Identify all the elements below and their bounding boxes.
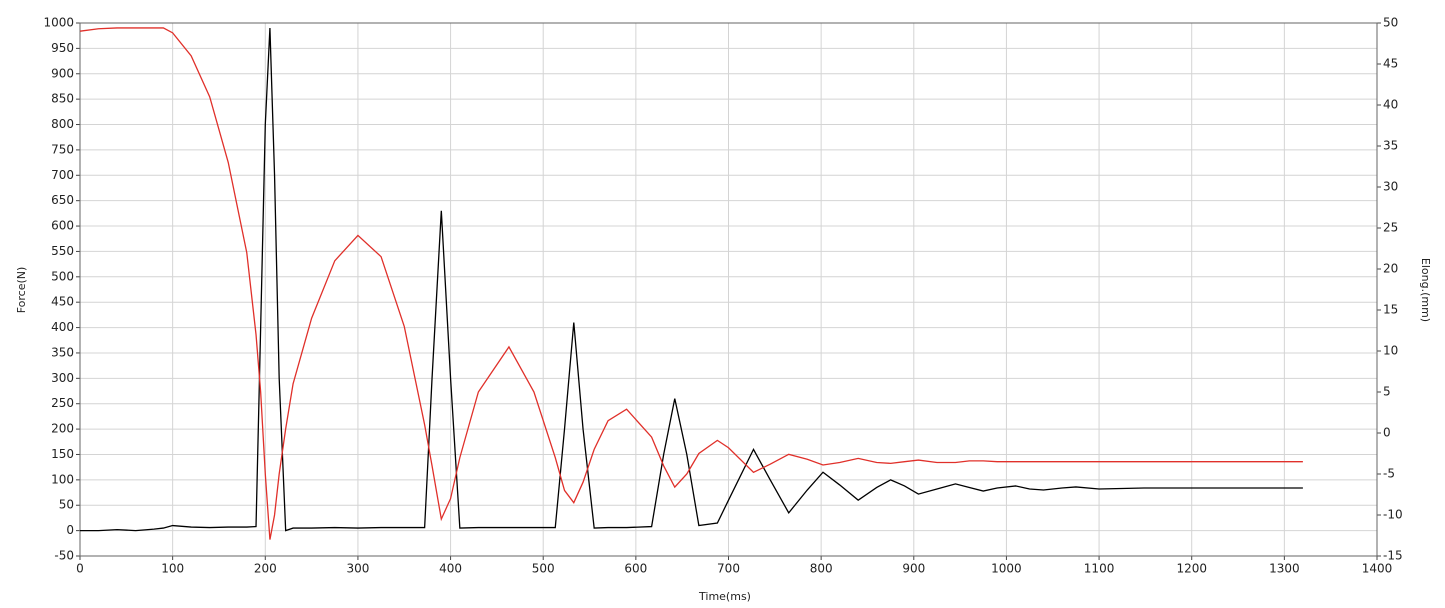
x-tick-label: 200 (254, 562, 277, 576)
x-tick-label: 1300 (1269, 562, 1300, 576)
y-tick-label: 50 (59, 498, 74, 512)
y2-tick-label: 50 (1383, 16, 1398, 30)
plot-frame (79, 22, 1378, 557)
y2-tick-label: 40 (1383, 98, 1398, 112)
y2-tick-label: 45 (1383, 57, 1398, 71)
y2-tick-label: 25 (1383, 221, 1398, 235)
x-tick-label: 900 (902, 562, 925, 576)
y2-tick-label: -15 (1383, 549, 1403, 563)
y-tick-label: 450 (51, 295, 74, 309)
y-tick-label: 550 (51, 244, 74, 258)
y-tick-label: 950 (51, 41, 74, 55)
y-tick-label: 400 (51, 320, 74, 334)
y-tick-label: 500 (51, 269, 74, 283)
y-axis-title: Force(N) (15, 267, 28, 314)
y-tick-label: 650 (51, 193, 74, 207)
y-tick-label: 0 (66, 523, 74, 537)
y-tick-label: 750 (51, 142, 74, 156)
x-tick-label: 1400 (1362, 562, 1393, 576)
x-axis-title: Time(ms) (698, 590, 751, 603)
y-tick-label: 200 (51, 422, 74, 436)
data-line (80, 28, 1303, 532)
x-tick-label: 300 (346, 562, 369, 576)
x-tick-label: 100 (161, 562, 184, 576)
y-tick-label: 300 (51, 371, 74, 385)
y2-tick-label: 35 (1383, 139, 1398, 153)
x-tick-label: 0 (76, 562, 84, 576)
y-tick-label: -50 (54, 549, 74, 563)
x-tick-label: 1200 (1176, 562, 1207, 576)
y-tick-label: 350 (51, 345, 74, 359)
y-tick-label: 100 (51, 472, 74, 486)
y-tick-label: 1000 (43, 16, 74, 30)
x-tick-label: 400 (439, 562, 462, 576)
y-tick-label: 900 (51, 66, 74, 80)
y2-tick-label: 5 (1383, 385, 1391, 399)
data-line (79, 27, 1303, 540)
y2-tick-label: -10 (1383, 508, 1403, 522)
y2-tick-label: 0 (1383, 426, 1391, 440)
y2-tick-label: 15 (1383, 303, 1398, 317)
y2-tick-label: -5 (1383, 467, 1395, 481)
y2-tick-label: 30 (1383, 180, 1398, 194)
x-tick-label: 800 (810, 562, 833, 576)
y2-tick-label: 10 (1383, 344, 1398, 358)
y2-tick-label: 20 (1383, 262, 1398, 276)
y-tick-label: 850 (51, 92, 74, 106)
y-tick-label: 250 (51, 396, 74, 410)
y-tick-label: 700 (51, 168, 74, 182)
y-tick-label: 150 (51, 447, 74, 461)
x-tick-label: 500 (532, 562, 555, 576)
x-tick-label: 1100 (1084, 562, 1115, 576)
x-tick-label: 1000 (991, 562, 1022, 576)
x-tick-label: 600 (624, 562, 647, 576)
x-tick-label: 700 (717, 562, 740, 576)
y2-axis-title: Elong.(mm) (1419, 258, 1432, 322)
y-tick-label: 600 (51, 219, 74, 233)
y-tick-label: 800 (51, 117, 74, 131)
